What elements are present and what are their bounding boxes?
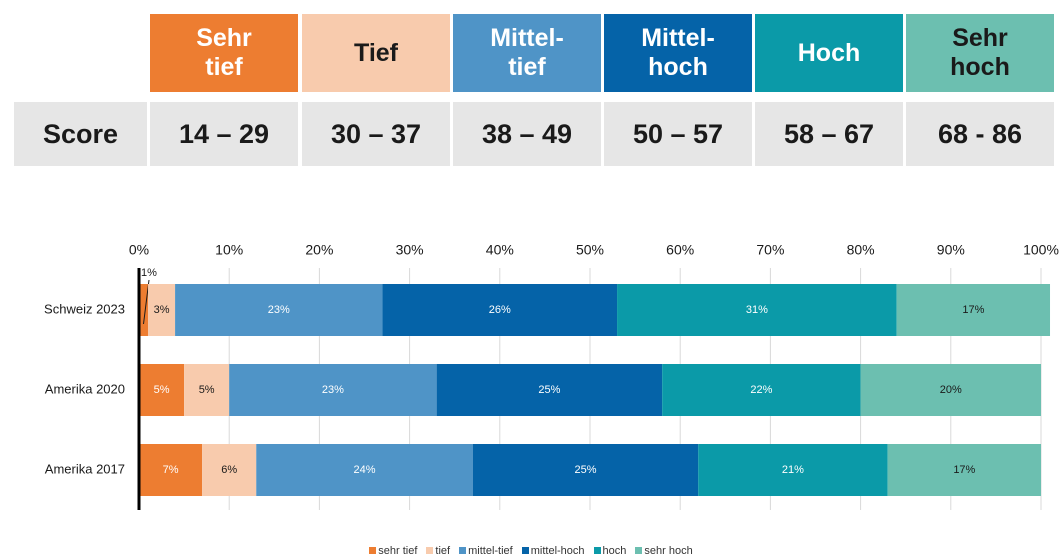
score-range: 38 – 49 <box>453 102 601 166</box>
score-range: 58 – 67 <box>755 102 903 166</box>
data-label: 3% <box>154 304 170 316</box>
data-label: 20% <box>940 384 962 396</box>
bar-segment <box>887 444 1041 496</box>
legend-item: mittel-hoch <box>521 545 585 557</box>
bar-segment <box>698 444 888 496</box>
data-label: 26% <box>489 304 511 316</box>
bar-segment <box>202 444 257 496</box>
data-label: 5% <box>199 384 215 396</box>
x-tick-label: 20% <box>305 242 333 258</box>
level-header: Sehr hoch <box>906 14 1054 92</box>
bar-segment <box>472 444 699 496</box>
category-label: Schweiz 2023 <box>44 301 125 316</box>
x-tick-label: 60% <box>666 242 694 258</box>
bar-segment <box>184 364 230 416</box>
bar-segment <box>229 364 437 416</box>
bar-segment <box>896 284 1051 336</box>
bar-segment <box>382 284 618 336</box>
score-range: 50 – 57 <box>604 102 752 166</box>
legend-label: mittel-hoch <box>530 545 585 557</box>
bar-segment <box>256 444 473 496</box>
legend-label: mittel-tief <box>468 545 513 557</box>
legend-label: sehr tief <box>378 545 418 557</box>
legend-swatch <box>459 547 467 554</box>
row-label: Score <box>14 102 147 166</box>
bar-segment <box>436 364 663 416</box>
x-tick-label: 40% <box>486 242 514 258</box>
legend-swatch <box>426 547 434 554</box>
data-label: 17% <box>953 464 975 476</box>
x-tick-label: 0% <box>129 242 149 258</box>
level-header: Hoch <box>755 14 903 92</box>
data-label: 7% <box>163 464 179 476</box>
level-header: Sehr tief <box>150 14 298 92</box>
data-label: 21% <box>782 464 804 476</box>
x-tick-label: 90% <box>937 242 965 258</box>
data-label: 23% <box>268 304 290 316</box>
legend-swatch <box>635 547 643 554</box>
data-label: 23% <box>322 384 344 396</box>
level-header: Mittel- tief <box>453 14 601 92</box>
x-tick-label: 50% <box>576 242 604 258</box>
score-range: 30 – 37 <box>302 102 450 166</box>
legend-item: tief <box>426 545 450 557</box>
bar-segment <box>139 444 203 496</box>
legend-swatch <box>369 547 377 554</box>
bar-segment <box>860 364 1041 416</box>
level-header: Mittel- hoch <box>604 14 752 92</box>
data-label: 24% <box>353 464 375 476</box>
chart: 0% 10% 20% 30% 40% 50% 60% 70% 80% 90% 100% Schweiz… <box>44 242 1059 510</box>
category-label: Amerika 2020 <box>45 381 125 396</box>
x-tick-label: 10% <box>215 242 243 258</box>
legend-item: hoch <box>593 545 627 557</box>
bar-segment <box>662 364 861 416</box>
x-tick-label: 80% <box>847 242 875 258</box>
data-label: 6% <box>221 464 237 476</box>
x-tick-label: 100% <box>1023 242 1059 258</box>
bar-segment <box>139 284 149 336</box>
legend-item: mittel-tief <box>459 545 513 557</box>
legend-swatch <box>521 547 529 554</box>
x-tick-label: 30% <box>396 242 424 258</box>
legend-label: sehr hoch <box>644 545 693 557</box>
legend-label: hoch <box>602 545 627 557</box>
bar-segment <box>175 284 383 336</box>
level-header: Tief <box>302 14 450 92</box>
legend-label: tief <box>435 545 451 557</box>
data-label: 31% <box>746 304 768 316</box>
data-label: 5% <box>154 384 170 396</box>
data-label: 25% <box>538 384 560 396</box>
bar-segment <box>617 284 897 336</box>
bar-segment <box>139 364 185 416</box>
legend: sehr tief tief mittel-tief mittel-hoch hoch s… <box>0 545 1062 557</box>
legend-swatch <box>593 547 601 554</box>
data-label: 22% <box>750 384 772 396</box>
score-range: 68 - 86 <box>906 102 1054 166</box>
category-label: Amerika 2017 <box>45 461 125 476</box>
data-label: 17% <box>962 304 984 316</box>
legend-item: sehr tief <box>369 545 417 557</box>
bar-segment <box>148 284 176 336</box>
x-tick-label: 70% <box>756 242 784 258</box>
data-label: 1% <box>141 267 157 279</box>
legend-item: sehr hoch <box>635 545 693 557</box>
data-label: 25% <box>574 464 596 476</box>
score-range: 14 – 29 <box>150 102 298 166</box>
